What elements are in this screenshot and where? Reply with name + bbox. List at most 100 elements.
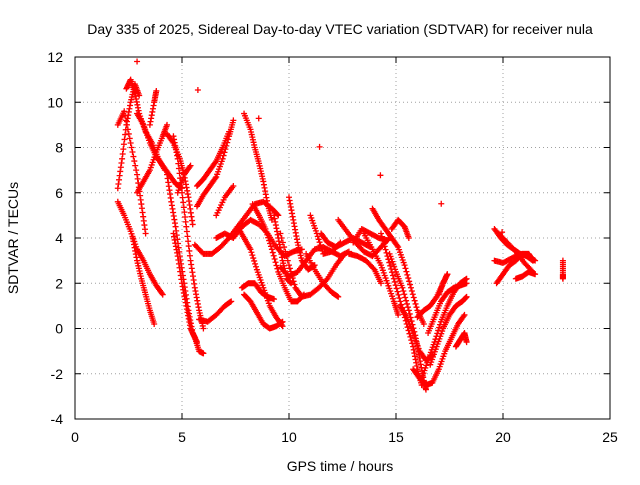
- data-point: [151, 320, 158, 327]
- data-point: [461, 311, 468, 318]
- data-point: [316, 143, 323, 150]
- data-point: [411, 297, 418, 304]
- series-trace-17: [196, 298, 235, 325]
- x-tick-label: 25: [602, 429, 618, 445]
- data-point: [230, 117, 237, 124]
- data-point: [189, 221, 196, 228]
- y-tick-label: -4: [51, 411, 64, 427]
- data-point: [396, 295, 403, 302]
- data-point: [142, 230, 149, 237]
- data-point: [381, 243, 388, 250]
- series-trace-28: [286, 194, 318, 273]
- data-point: [194, 86, 201, 93]
- data-point: [407, 333, 414, 340]
- data-point: [200, 350, 207, 357]
- data-point: [123, 121, 130, 128]
- series-trace-15: [193, 128, 233, 189]
- data-point: [121, 108, 128, 115]
- data-point: [158, 290, 165, 297]
- data-point: [291, 281, 298, 288]
- data-point: [228, 298, 235, 305]
- data-point: [271, 256, 278, 263]
- data-point: [399, 284, 406, 291]
- data-point: [432, 295, 439, 302]
- data-point: [200, 325, 207, 332]
- series-trace-29: [303, 250, 342, 300]
- data-point: [273, 262, 280, 269]
- data-point: [187, 162, 194, 169]
- series-trace-18: [213, 182, 237, 219]
- data-point: [335, 293, 342, 300]
- data-point: [212, 175, 219, 182]
- data-point: [279, 318, 286, 325]
- data-point: [123, 117, 130, 124]
- data-point: [463, 293, 470, 300]
- y-tick-label: 10: [47, 94, 63, 110]
- series-trace-39: [388, 216, 412, 241]
- x-tick-label: 5: [178, 429, 186, 445]
- series-trace-45: [427, 293, 470, 368]
- data-point: [128, 144, 135, 151]
- data-point: [463, 339, 470, 346]
- data-point: [436, 324, 443, 331]
- data-point: [404, 324, 411, 331]
- series-trace-6: [134, 110, 185, 192]
- data-point: [323, 277, 330, 284]
- data-point: [129, 149, 136, 156]
- data-point: [267, 240, 274, 247]
- data-point: [221, 149, 228, 156]
- data-point: [248, 249, 255, 256]
- data-point: [404, 300, 411, 307]
- data-point: [408, 288, 415, 295]
- data-point: [263, 228, 270, 235]
- data-point: [230, 182, 237, 189]
- data-point: [271, 296, 278, 303]
- y-tick-label: 4: [55, 230, 63, 246]
- data-point: [282, 248, 289, 255]
- data-point: [290, 278, 297, 285]
- data-point: [407, 284, 414, 291]
- series-trace-7: [134, 121, 171, 196]
- data-point: [402, 265, 409, 272]
- x-axis-title: GPS time / hours: [287, 458, 394, 474]
- data-point: [370, 265, 377, 272]
- data-point: [378, 233, 385, 240]
- data-point: [314, 233, 321, 240]
- data-point: [267, 243, 274, 250]
- series-trace-51: [495, 230, 536, 275]
- data-point: [395, 291, 402, 298]
- data-point: [127, 139, 134, 146]
- data-point: [379, 236, 386, 243]
- y-tick-label: 2: [55, 275, 63, 291]
- data-point: [159, 291, 166, 298]
- data-point: [420, 320, 427, 327]
- series-trace-21: [241, 110, 275, 223]
- data-point: [413, 304, 420, 311]
- data-point: [389, 272, 396, 279]
- series-trace-12: [170, 230, 207, 357]
- data-point: [226, 128, 233, 135]
- data-point: [444, 271, 451, 278]
- series-trace-44: [425, 280, 470, 337]
- data-point: [250, 255, 257, 262]
- data-point: [124, 126, 131, 133]
- series-trace-13: [174, 162, 194, 196]
- data-point: [186, 163, 193, 170]
- data-point: [283, 253, 290, 260]
- data-point: [393, 285, 400, 292]
- data-point: [266, 237, 273, 244]
- axis-ticks: 0 5 10 15 20 25 -4 -2 0 2 4 6 8 10 12: [47, 49, 618, 445]
- data-point: [278, 235, 285, 241]
- data-point: [499, 229, 506, 236]
- data-point: [270, 252, 277, 259]
- data-point: [265, 234, 272, 241]
- data-point: [262, 225, 269, 232]
- data-point: [404, 271, 411, 278]
- data-point: [219, 155, 226, 162]
- data-point: [382, 246, 389, 253]
- data-point: [405, 235, 412, 241]
- data-point: [317, 242, 324, 249]
- data-point: [268, 216, 275, 223]
